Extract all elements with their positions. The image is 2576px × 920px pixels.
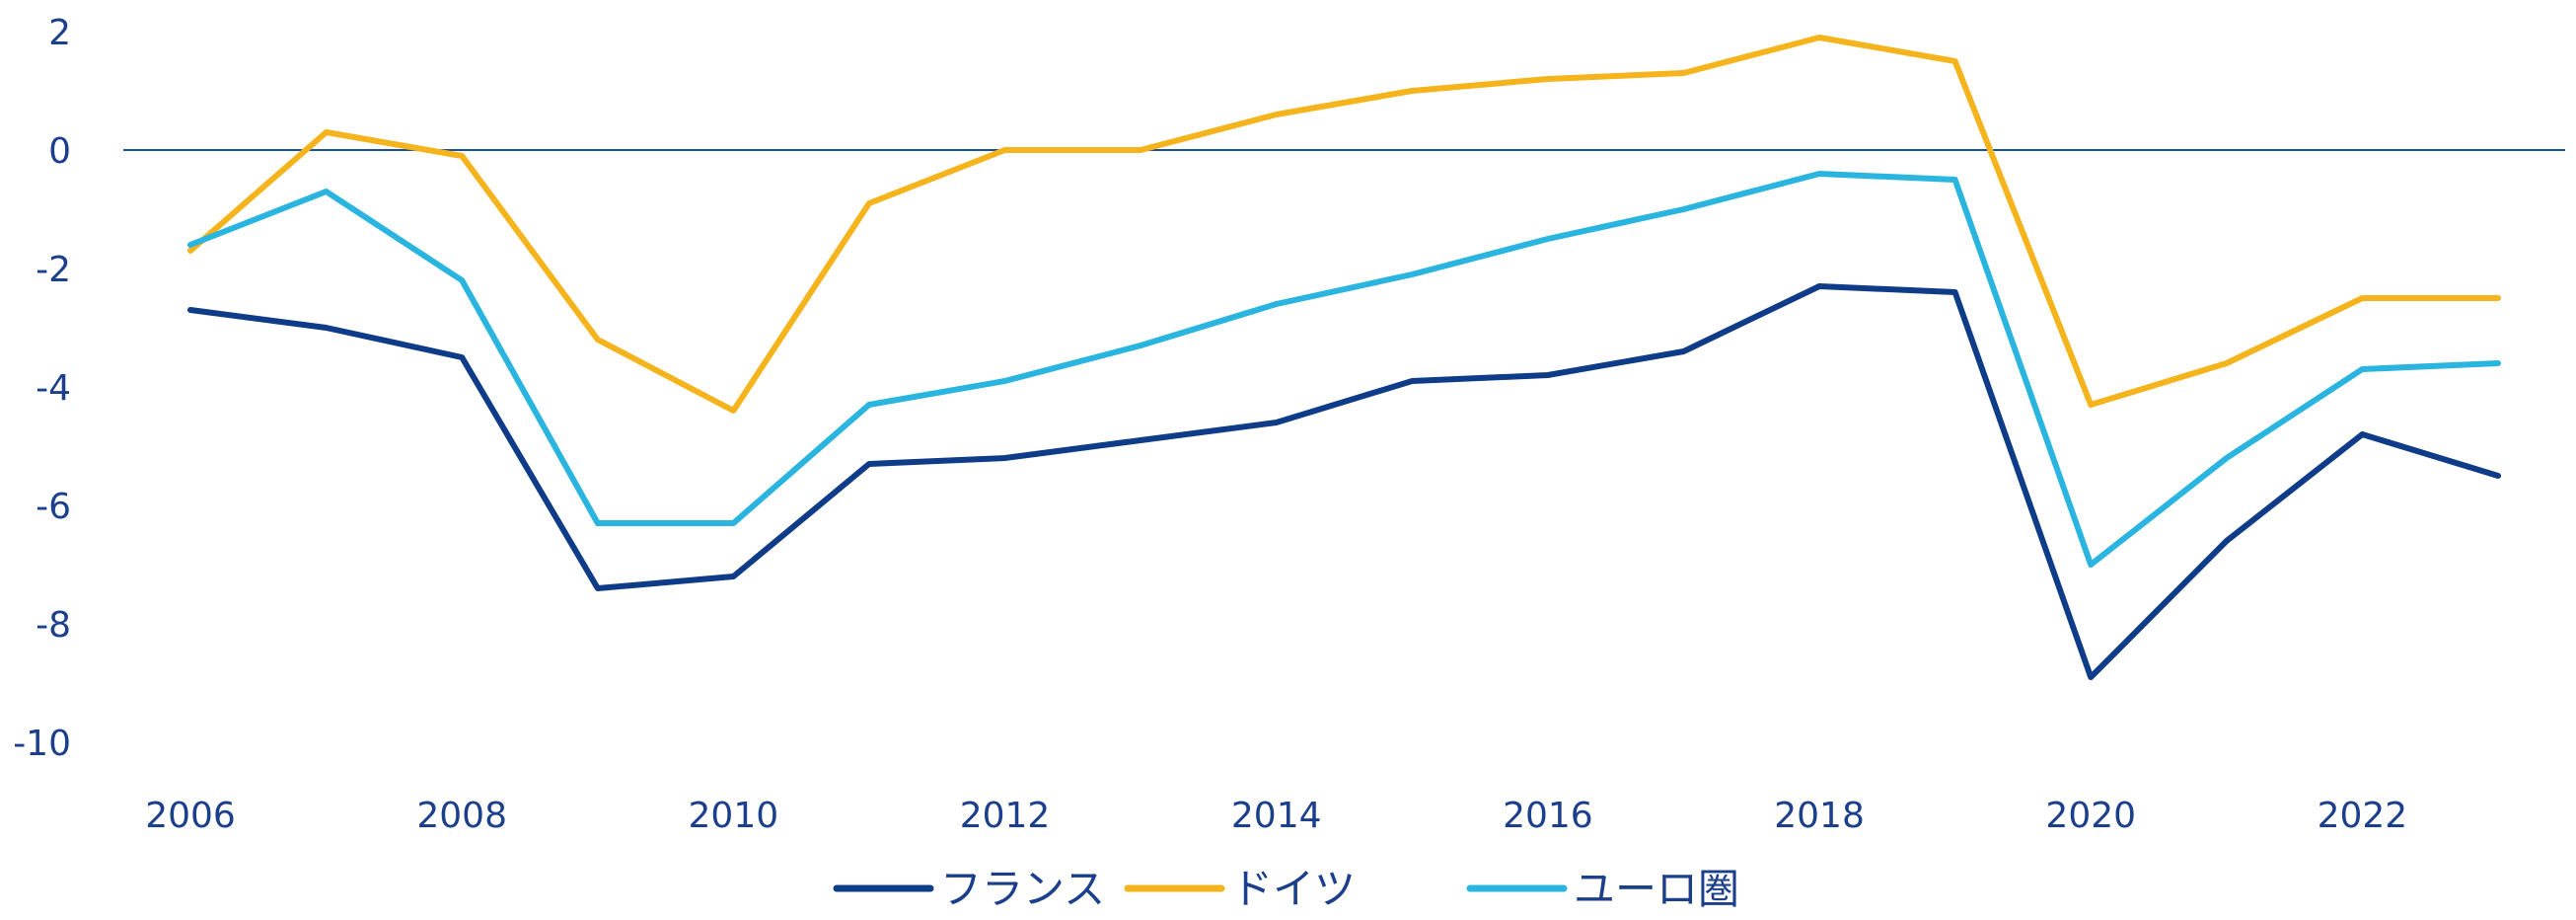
y-tick-label: -10 [13,724,71,764]
series-line-0 [187,283,2501,680]
x-tick-label: 2020 [2045,796,2136,836]
x-tick-label: 2018 [1774,796,1865,836]
x-axis-ticks: 2006 2008 2010 2012 2014 2016 2018 2020 2022 [145,796,2407,836]
y-tick-label: -8 [36,605,71,646]
legend: フランス ドイツ ユーロ圏 [833,865,1739,913]
y-axis-ticks: 2 0 -2 -4 -6 -8 -10 [13,13,71,764]
x-tick-label: 2006 [145,796,236,836]
y-tick-label: -4 [36,368,71,409]
legend-label: ユーロ圏 [1574,865,1739,913]
x-tick-label: 2014 [1231,796,1322,836]
legend-label: フランス [940,865,1105,913]
y-tick-label: 2 [48,13,71,53]
legend-label: ドイツ [1231,865,1356,913]
series-line-1 [187,35,2501,414]
x-tick-label: 2016 [1503,796,1593,836]
y-tick-label: -6 [36,487,71,527]
x-tick-label: 2012 [960,796,1051,836]
y-tick-label: -2 [36,250,71,290]
x-tick-label: 2010 [689,796,779,836]
series-lines [187,35,2501,680]
x-tick-label: 2008 [416,796,507,836]
x-tick-label: 2022 [2318,796,2408,836]
series-line-2 [187,171,2501,568]
y-tick-label: 0 [48,131,71,172]
